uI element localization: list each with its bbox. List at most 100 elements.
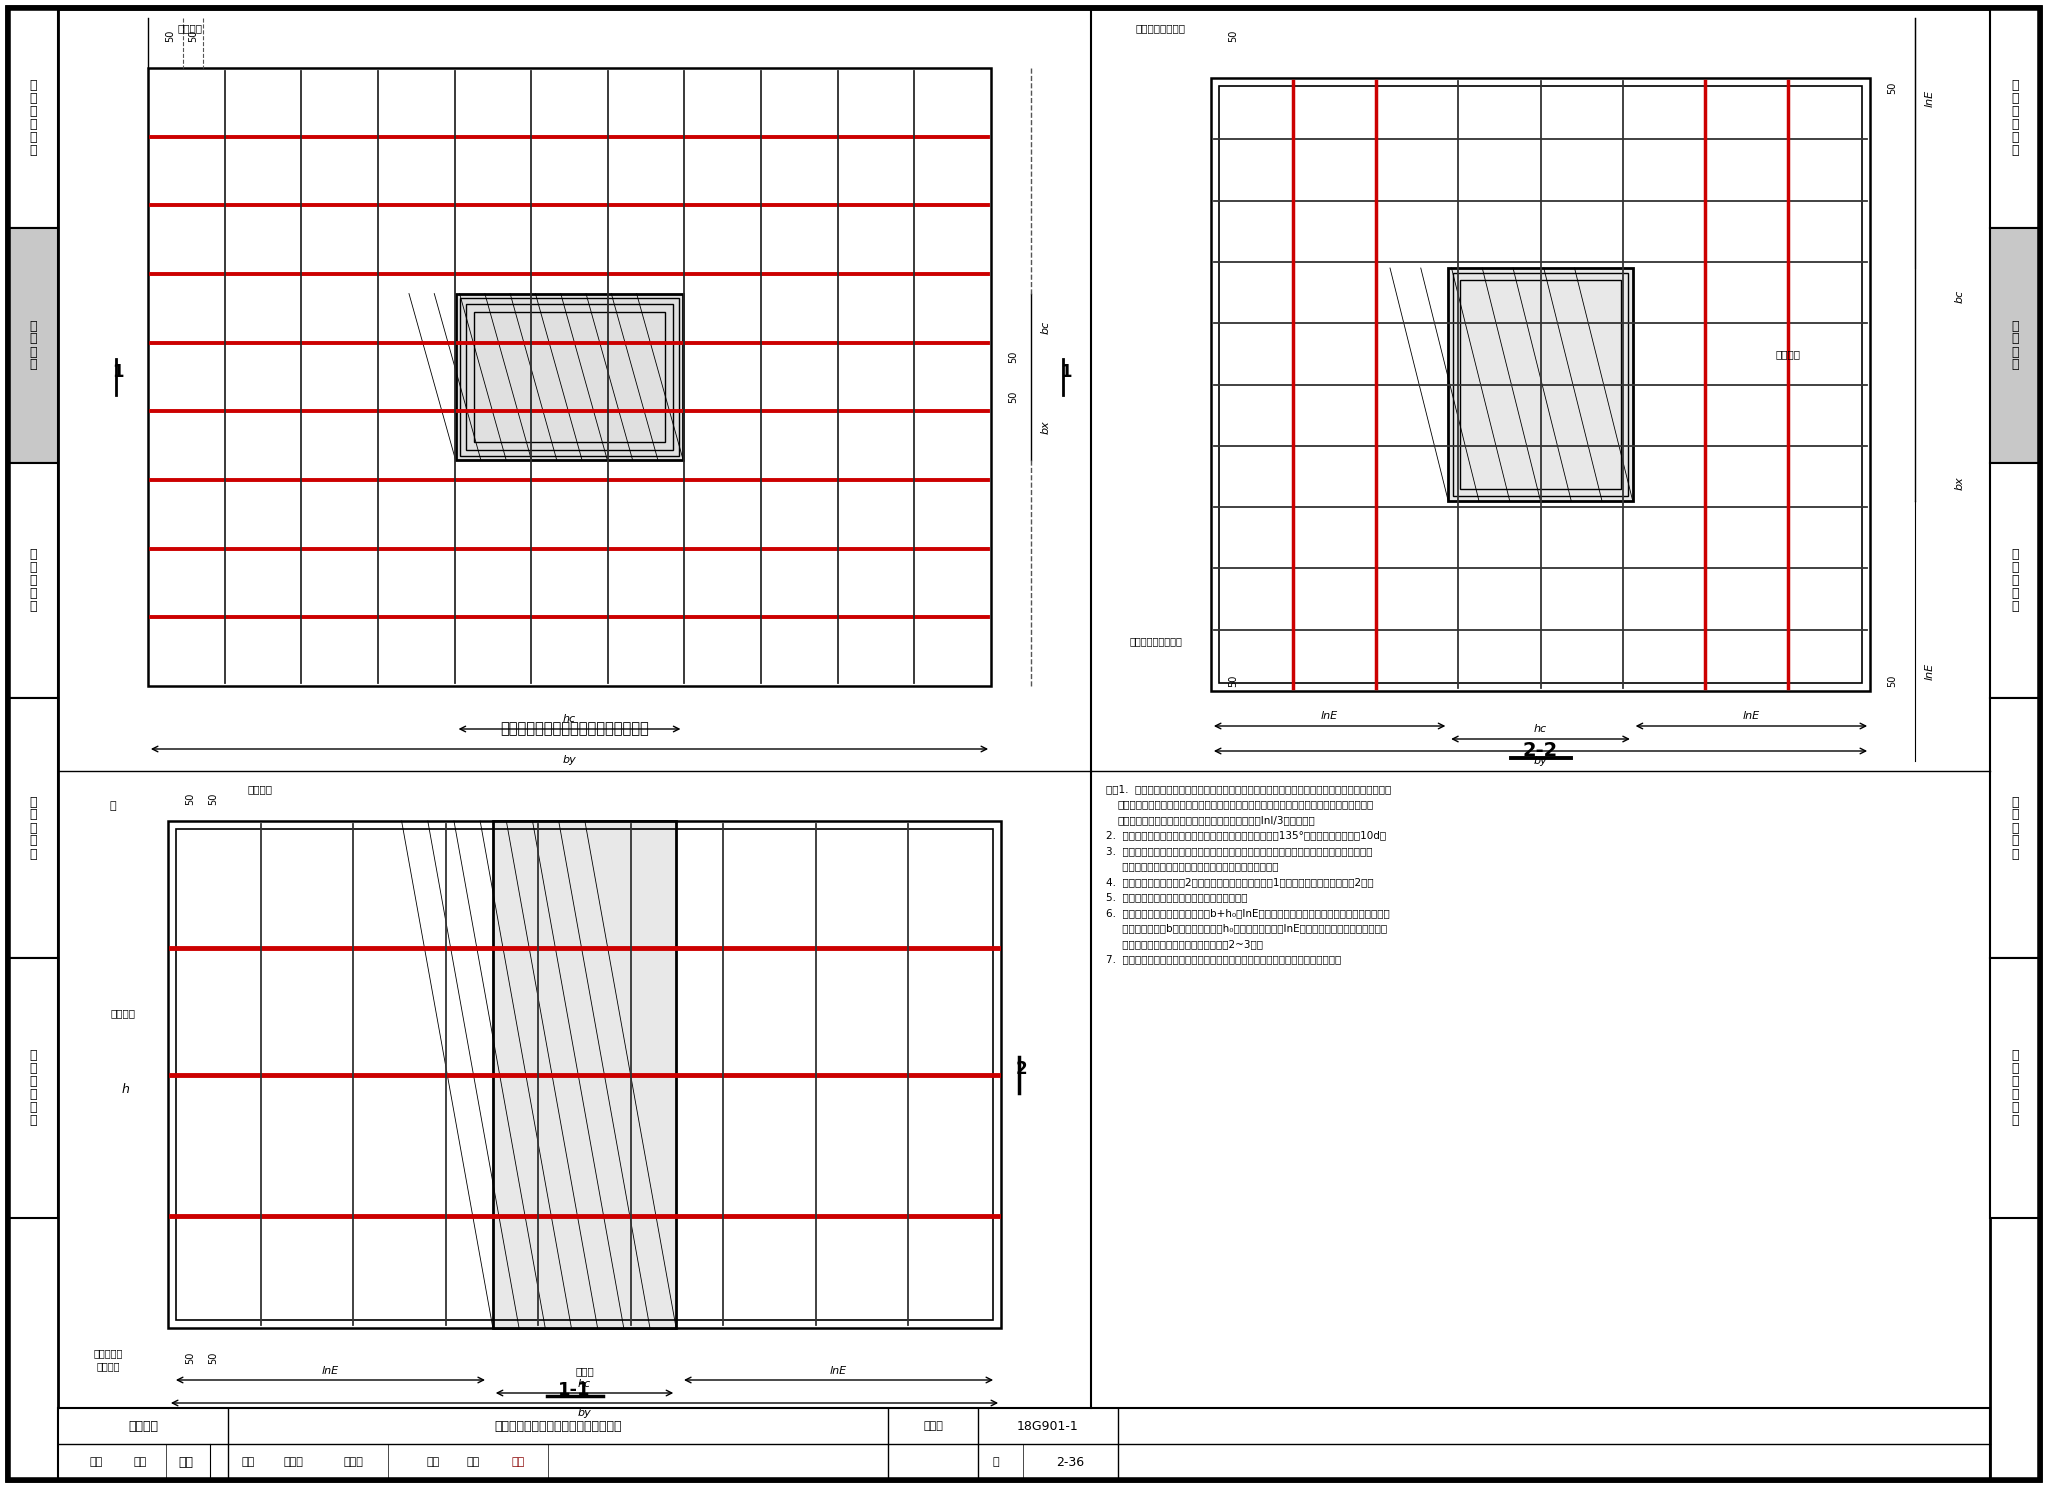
Text: 1-1: 1-1 (559, 1381, 590, 1399)
Text: 通: 通 (2011, 835, 2019, 848)
Text: 框架扁梁: 框架扁梁 (111, 1007, 135, 1018)
Bar (1448, 268, 1632, 501)
Text: bx: bx (1040, 420, 1051, 434)
Text: 纵向钢筋: 纵向钢筋 (96, 1362, 119, 1370)
Text: 下部纵筋可在柱内锚固，未穿过柱截面的下部纵筋应贯通节点区；框架扁梁下部纵筋在节点外: 下部纵筋可在柱内锚固，未穿过柱截面的下部纵筋应贯通节点区；框架扁梁下部纵筋在节点… (1118, 799, 1374, 809)
Text: 构: 构 (2011, 118, 2019, 131)
Text: 部: 部 (29, 1062, 37, 1074)
Text: 框架部分: 框架部分 (127, 1420, 158, 1433)
Text: 造: 造 (29, 106, 37, 118)
Text: 部: 部 (29, 332, 37, 345)
Text: 无: 无 (29, 1115, 37, 1126)
Bar (465, 304, 674, 451)
Text: 50: 50 (184, 793, 195, 805)
Text: 设计: 设计 (426, 1457, 440, 1467)
Text: 刘敏: 刘敏 (133, 1457, 147, 1467)
Text: 分: 分 (29, 320, 37, 332)
Text: 竖向拉筋: 竖向拉筋 (248, 784, 272, 795)
Text: 楼: 楼 (2011, 1088, 2019, 1101)
Text: lnE: lnE (1321, 711, 1337, 722)
Bar (1454, 272, 1628, 496)
Bar (473, 311, 666, 442)
Text: 力: 力 (29, 586, 37, 600)
Text: 分: 分 (29, 1049, 37, 1062)
Text: 竖向拉筋: 竖向拉筋 (1776, 348, 1800, 359)
Text: lnE: lnE (322, 1366, 340, 1376)
Text: 50: 50 (209, 793, 217, 805)
Text: 1: 1 (113, 363, 123, 381)
Bar (1991, 958, 2040, 1219)
Bar (1991, 228, 2040, 463)
Text: 2-36: 2-36 (1057, 1455, 1085, 1469)
Text: 4.  框架扁梁在支座内的下2层纵筋在跨内宜尽可能置于下1层，到支座处再等折叠到下2层。: 4. 框架扁梁在支座内的下2层纵筋在跨内宜尽可能置于下1层，到支座处再等折叠到下… (1106, 876, 1374, 887)
Text: 连接时，连接位置宜避开箍筋加密区，并宜位于支座lnl/3范围之内。: 连接时，连接位置宜避开箍筋加密区，并宜位于支座lnl/3范围之内。 (1118, 815, 1315, 824)
Bar (457, 293, 684, 460)
Text: 部: 部 (2011, 808, 2019, 821)
Text: 普: 普 (2011, 848, 2019, 860)
Text: 2: 2 (1016, 1061, 1026, 1079)
Text: bc: bc (1040, 320, 1051, 333)
Text: 高志强: 高志强 (283, 1457, 303, 1467)
Text: 架: 架 (29, 345, 37, 359)
Text: 审核: 审核 (90, 1457, 102, 1467)
Text: 要: 要 (29, 92, 37, 106)
Text: 架: 架 (2011, 345, 2019, 359)
Text: 分: 分 (29, 796, 37, 808)
Text: lnE: lnE (829, 1366, 848, 1376)
Text: 梁: 梁 (29, 1101, 37, 1115)
Text: 求: 求 (29, 79, 37, 92)
Text: 加密区: 加密区 (575, 1366, 594, 1376)
Text: lnE: lnE (1925, 662, 1935, 680)
Text: 6.  框架扁梁箍筋加密区长度需满足b+h₀、lnE取大值，同时也需满足框架梁箍筋加密区长度范: 6. 框架扁梁箍筋加密区长度需满足b+h₀、lnE取大值，同时也需满足框架梁箍筋… (1106, 908, 1391, 918)
Bar (1991, 698, 2040, 958)
Text: 部纵筋均宜设置在另一个方向梁的上部和下部纵筋之上。: 部纵筋均宜设置在另一个方向梁的上部和下部纵筋之上。 (1106, 862, 1278, 872)
Text: 50: 50 (1008, 351, 1018, 363)
Text: 50: 50 (1229, 30, 1237, 42)
Text: 一: 一 (2011, 144, 2019, 158)
Text: 2.  竖向拉筋应同时勾住扁梁上、下双向纵筋，拉筋末端采用135°弯钩，平直段长度为10d。: 2. 竖向拉筋应同时勾住扁梁上、下双向纵筋，拉筋末端采用135°弯钩，平直段长度… (1106, 830, 1386, 841)
Text: 框: 框 (29, 359, 37, 372)
Text: 分: 分 (2011, 1049, 2019, 1062)
Text: 板: 板 (29, 821, 37, 835)
Text: 梁: 梁 (2011, 1101, 2019, 1115)
Text: 造: 造 (2011, 106, 2019, 118)
Bar (8, 958, 57, 1219)
Text: 部: 部 (29, 561, 37, 574)
Text: 一: 一 (29, 144, 37, 158)
Text: 部: 部 (29, 808, 37, 821)
Text: 18G901-1: 18G901-1 (1018, 1420, 1079, 1433)
Text: 1: 1 (1061, 363, 1071, 381)
Text: 2-2: 2-2 (1524, 741, 1559, 760)
Text: 注：1.  框架扁梁上部通长钢筋连接位置、非贯通钢筋伸出长度要求同框架梁；穿过柱截面的框架扁梁: 注：1. 框架扁梁上部通长钢筋连接位置、非贯通钢筋伸出长度要求同框架梁；穿过柱截… (1106, 784, 1391, 795)
Text: by: by (563, 754, 575, 765)
Bar (459, 298, 680, 457)
Text: 盖: 盖 (2011, 1074, 2019, 1088)
Text: 部: 部 (2011, 561, 2019, 574)
Text: 围要求。其中，b为框架扁梁宽度；h₀为框架扁梁梁高；lnE为附加纵筋抗震锚固长度。框架: 围要求。其中，b为框架扁梁宽度；h₀为框架扁梁梁高；lnE为附加纵筋抗震锚固长度… (1106, 924, 1386, 933)
Text: 分: 分 (29, 548, 37, 561)
Text: 核心区附加纵向钢筋: 核心区附加纵向钢筋 (1130, 635, 1182, 646)
Text: 部: 部 (2011, 332, 2019, 345)
Text: 剪: 剪 (2011, 600, 2019, 613)
Text: 无: 无 (2011, 1115, 2019, 1126)
Text: 校对: 校对 (242, 1457, 254, 1467)
Bar (8, 7, 57, 228)
Bar (147, 68, 991, 686)
Bar (1460, 280, 1620, 490)
Text: hc: hc (578, 1379, 592, 1388)
Text: 部: 部 (2011, 1062, 2019, 1074)
Text: by: by (1534, 756, 1548, 766)
Text: 要: 要 (2011, 92, 2019, 106)
Text: 楼: 楼 (29, 1088, 37, 1101)
Text: 求: 求 (2011, 79, 2019, 92)
Text: 7.  实际工程中若设计方对框架扁梁的钢筋有具体的排布方案，应以设计方案为准。: 7. 实际工程中若设计方对框架扁梁的钢筋有具体的排布方案，应以设计方案为准。 (1106, 954, 1341, 964)
Text: 构: 构 (29, 118, 37, 131)
Bar (1991, 463, 2040, 698)
Text: bc: bc (1956, 290, 1964, 304)
Bar (57, 1408, 1991, 1481)
Text: 50: 50 (209, 1351, 217, 1364)
Text: 墙: 墙 (2011, 574, 2019, 586)
Text: 曹爽: 曹爽 (467, 1457, 479, 1467)
Text: 框: 框 (2011, 359, 2019, 372)
Text: 般: 般 (2011, 131, 2019, 144)
